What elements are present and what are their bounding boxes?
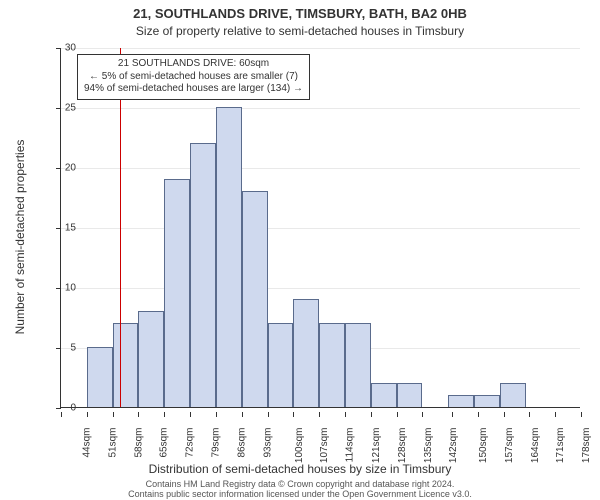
plot-area: 44sqm51sqm58sqm65sqm72sqm79sqm86sqm93sqm… xyxy=(60,48,580,408)
footer-attribution: Contains HM Land Registry data © Crown c… xyxy=(0,480,600,500)
histogram-bar xyxy=(190,143,216,407)
annotation-line-2: ← 5% of semi-detached houses are smaller… xyxy=(84,71,303,84)
x-tick-mark xyxy=(529,412,530,417)
x-tick-label: 93sqm xyxy=(262,428,273,458)
histogram-bar xyxy=(319,323,345,407)
y-tick-label: 15 xyxy=(38,223,76,234)
x-tick-label: 51sqm xyxy=(107,428,118,458)
gridline xyxy=(61,108,580,109)
x-tick-mark xyxy=(581,412,582,417)
x-tick-mark xyxy=(268,412,269,417)
x-tick-label: 86sqm xyxy=(236,428,247,458)
x-tick-mark xyxy=(87,412,88,417)
x-tick-mark xyxy=(371,412,372,417)
y-tick-label: 5 xyxy=(38,343,76,354)
x-tick-label: 72sqm xyxy=(185,428,196,458)
histogram-bar xyxy=(448,395,474,407)
x-tick-label: 142sqm xyxy=(448,428,459,464)
x-tick-mark xyxy=(452,412,453,417)
x-tick-label: 157sqm xyxy=(504,428,515,464)
gridline xyxy=(61,168,580,169)
y-tick-label: 0 xyxy=(38,403,76,414)
x-tick-label: 58sqm xyxy=(133,428,144,458)
x-tick-mark xyxy=(164,412,165,417)
x-tick-label: 128sqm xyxy=(397,428,408,464)
footer-line-2: Contains public sector information licen… xyxy=(0,490,600,500)
x-tick-mark xyxy=(397,412,398,417)
x-tick-label: 164sqm xyxy=(530,428,541,464)
histogram-bar xyxy=(293,299,319,407)
y-tick-label: 20 xyxy=(38,163,76,174)
x-tick-mark xyxy=(478,412,479,417)
y-tick-label: 10 xyxy=(38,283,76,294)
x-tick-mark xyxy=(504,412,505,417)
x-tick-label: 135sqm xyxy=(423,428,434,464)
x-axis-label: Distribution of semi-detached houses by … xyxy=(0,462,600,476)
annotation-line-3: 94% of semi-detached houses are larger (… xyxy=(84,83,303,96)
x-tick-label: 178sqm xyxy=(581,428,592,464)
histogram-bar xyxy=(500,383,526,407)
y-tick-label: 30 xyxy=(38,43,76,54)
gridline xyxy=(61,48,580,49)
histogram-bar xyxy=(138,311,164,407)
x-tick-mark xyxy=(138,412,139,417)
x-tick-mark xyxy=(345,412,346,417)
x-tick-mark xyxy=(555,412,556,417)
histogram-bar xyxy=(397,383,423,407)
histogram-bar xyxy=(345,323,371,407)
x-tick-mark xyxy=(113,412,114,417)
histogram-bar xyxy=(216,107,242,407)
chart-title-line2: Size of property relative to semi-detach… xyxy=(0,24,600,38)
chart-title-line1: 21, SOUTHLANDS DRIVE, TIMSBURY, BATH, BA… xyxy=(0,6,600,21)
x-tick-mark xyxy=(319,412,320,417)
histogram-bar xyxy=(474,395,500,407)
histogram-bar xyxy=(113,323,139,407)
x-tick-label: 107sqm xyxy=(319,428,330,464)
x-tick-label: 44sqm xyxy=(82,428,93,458)
x-tick-label: 100sqm xyxy=(294,428,305,464)
histogram-bar xyxy=(164,179,190,407)
x-tick-mark xyxy=(422,412,423,417)
annotation-line-1: 21 SOUTHLANDS DRIVE: 60sqm xyxy=(84,58,303,71)
x-tick-mark xyxy=(216,412,217,417)
histogram-bar xyxy=(371,383,397,407)
y-tick-label: 25 xyxy=(38,103,76,114)
y-axis-label: Number of semi-detached properties xyxy=(13,77,27,397)
x-tick-mark xyxy=(293,412,294,417)
gridline xyxy=(61,288,580,289)
histogram-bar xyxy=(268,323,294,407)
reference-line xyxy=(120,48,121,407)
histogram-bar xyxy=(87,347,113,407)
histogram-bar xyxy=(242,191,268,407)
gridline xyxy=(61,228,580,229)
x-tick-mark xyxy=(242,412,243,417)
x-tick-label: 150sqm xyxy=(478,428,489,464)
x-tick-label: 79sqm xyxy=(211,428,222,458)
x-tick-label: 121sqm xyxy=(371,428,382,464)
x-tick-label: 171sqm xyxy=(555,428,566,464)
x-tick-label: 114sqm xyxy=(344,428,355,463)
figure: 21, SOUTHLANDS DRIVE, TIMSBURY, BATH, BA… xyxy=(0,0,600,500)
x-tick-mark xyxy=(190,412,191,417)
annotation-box: 21 SOUTHLANDS DRIVE: 60sqm ← 5% of semi-… xyxy=(77,54,310,100)
x-tick-label: 65sqm xyxy=(159,428,170,458)
